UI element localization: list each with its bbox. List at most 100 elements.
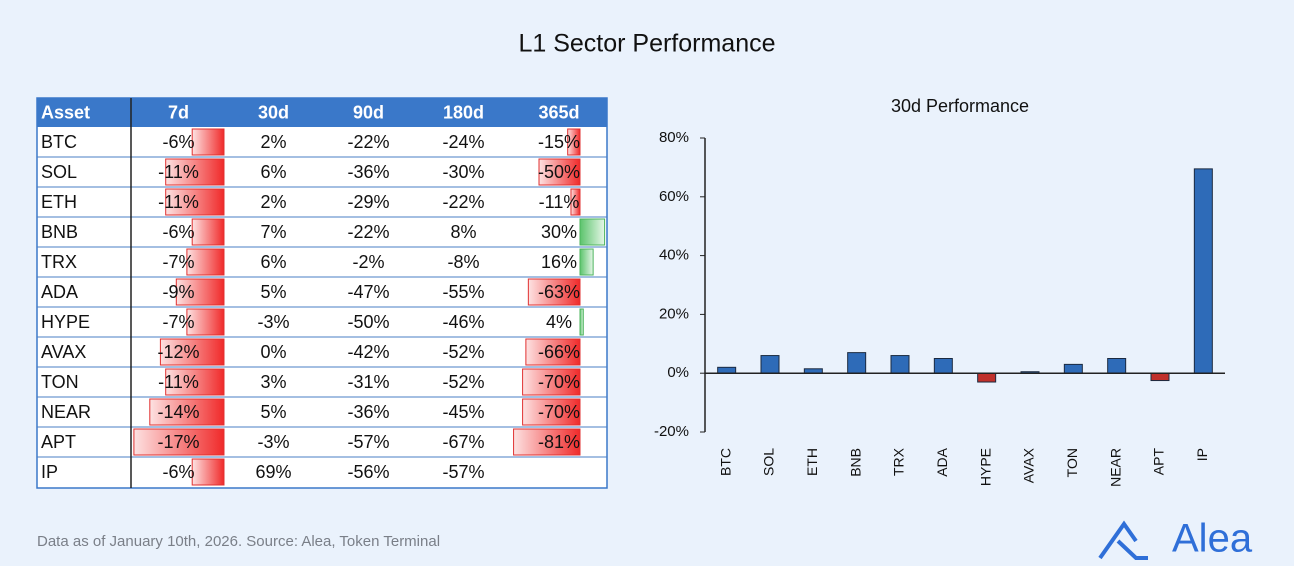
cell-value: -36% (347, 402, 389, 422)
asset-label: BNB (41, 222, 78, 242)
cell-value: -22% (442, 192, 484, 212)
cell-value: -11% (158, 372, 199, 392)
data-bar (579, 248, 594, 276)
cell-value: 7% (260, 222, 286, 242)
y-tick-label: 60% (659, 188, 689, 205)
asset-label: ADA (41, 282, 78, 302)
column-header: 90d (353, 102, 384, 122)
bar (760, 355, 780, 374)
data-bar (522, 368, 581, 396)
cell-value: 3% (260, 372, 286, 392)
bar (1150, 372, 1170, 382)
data-bar (165, 188, 225, 216)
cell-value: -50% (347, 312, 389, 332)
cell-value: -11% (539, 192, 580, 212)
column-header: 180d (443, 102, 484, 122)
bar (977, 372, 997, 383)
cell-value: -70% (538, 372, 580, 392)
data-bar (186, 308, 225, 336)
data-bar (175, 278, 225, 306)
bar (933, 358, 953, 374)
logo-text: Alea (1172, 517, 1253, 561)
data-bar (579, 308, 584, 336)
cell-value: -36% (347, 162, 389, 182)
cell-value: -6% (162, 132, 194, 152)
x-tick-label: BNB (847, 448, 863, 477)
x-tick-label: TON (1064, 448, 1080, 477)
cell-value: -81% (538, 432, 580, 452)
data-bar (191, 128, 225, 156)
x-tick-label: SOL (761, 448, 777, 476)
asset-label: AVAX (41, 342, 86, 362)
x-tick-label: ETH (804, 448, 820, 476)
cell-value: -57% (347, 432, 389, 452)
asset-label: APT (41, 432, 76, 452)
cell-value: 2% (260, 192, 286, 212)
data-bar (579, 218, 606, 246)
x-tick-label: HYPE (977, 448, 993, 486)
cell-value: -55% (442, 282, 484, 302)
data-bar (513, 428, 581, 456)
asset-label: ETH (41, 192, 77, 212)
bar (1193, 168, 1213, 374)
bar (1107, 358, 1127, 374)
x-tick-label: AVAX (1021, 447, 1037, 483)
cell-value: -11% (158, 192, 199, 212)
y-tick-label: 0% (667, 364, 689, 381)
cell-value: -6% (162, 462, 194, 482)
x-tick-label: ADA (934, 447, 950, 476)
cell-value: -3% (257, 432, 289, 452)
cell-value: -15% (538, 132, 580, 152)
cell-value: -30% (442, 162, 484, 182)
cell-value: -11% (158, 162, 199, 182)
data-bar (186, 248, 225, 276)
cell-value: -67% (442, 432, 484, 452)
cell-value: -29% (347, 192, 389, 212)
cell-value: -46% (442, 312, 484, 332)
asset-label: IP (41, 462, 58, 482)
cell-value: -7% (162, 312, 194, 332)
bar (1063, 363, 1083, 374)
cell-value: -12% (157, 342, 199, 362)
cell-value: 16% (541, 252, 577, 272)
cell-value: -3% (257, 312, 289, 332)
cell-value: -66% (538, 342, 580, 362)
cell-value: 0% (260, 342, 286, 362)
data-bar (165, 158, 225, 186)
data-bar (567, 128, 581, 156)
cell-value: 2% (260, 132, 286, 152)
footer-note: Data as of January 10th, 2026. Source: A… (37, 533, 440, 550)
cell-value: 6% (260, 162, 286, 182)
asset-label: HYPE (41, 312, 90, 332)
y-tick-label: 40% (659, 247, 689, 264)
cell-value: -7% (162, 252, 194, 272)
table-header (37, 98, 607, 127)
data-bar (133, 428, 225, 456)
cell-value: 5% (260, 282, 286, 302)
cell-value: -24% (442, 132, 484, 152)
data-bar (570, 188, 581, 216)
cell-value: -14% (157, 402, 199, 422)
cell-value: -52% (442, 372, 484, 392)
cell-value: -9% (162, 282, 194, 302)
x-tick-label: APT (1151, 448, 1167, 476)
column-header: Asset (41, 102, 90, 122)
asset-label: TRX (41, 252, 77, 272)
cell-value: -50% (538, 162, 580, 182)
cell-value: -70% (538, 402, 580, 422)
column-header: 30d (258, 102, 289, 122)
chart-title: 30d Performance (891, 96, 1029, 116)
x-tick-label: TRX (891, 447, 907, 476)
cell-value: 6% (260, 252, 286, 272)
cell-value: -47% (347, 282, 389, 302)
column-header: 7d (168, 102, 189, 122)
x-tick-label: BTC (717, 448, 733, 476)
cell-value: -2% (352, 252, 384, 272)
cell-value: -31% (347, 372, 389, 392)
cell-value: -22% (347, 132, 389, 152)
y-tick-label: 20% (659, 305, 689, 322)
asset-label: BTC (41, 132, 77, 152)
cell-value: -17% (157, 432, 199, 452)
cell-value: 5% (260, 402, 286, 422)
